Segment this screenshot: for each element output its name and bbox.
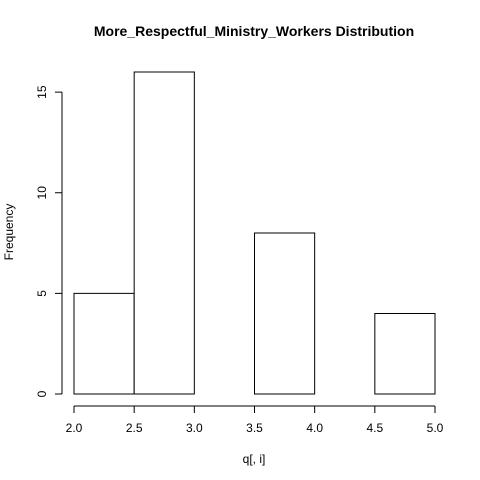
histogram-bar-3 bbox=[254, 232, 316, 395]
x-axis-label: q[, i] bbox=[243, 452, 266, 466]
x-tick-label: 3.0 bbox=[186, 421, 203, 435]
x-axis: 2.0 2.5 3.0 3.5 4.0 4.5 5.0 bbox=[66, 405, 444, 435]
y-axis-label: Frequency bbox=[2, 204, 16, 261]
x-tick-label: 2.5 bbox=[126, 421, 143, 435]
x-tick-label: 4.0 bbox=[306, 421, 323, 435]
bars-group bbox=[73, 71, 436, 395]
histogram-bar-0 bbox=[73, 292, 135, 395]
y-axis: 0 5 10 15 bbox=[35, 85, 63, 397]
x-tick-label: 5.0 bbox=[427, 421, 444, 435]
chart-title: More_Respectful_Ministry_Workers Distrib… bbox=[94, 23, 414, 39]
x-tick-label: 2.0 bbox=[66, 421, 83, 435]
x-tick-label: 3.5 bbox=[246, 421, 263, 435]
x-tick-label: 4.5 bbox=[366, 421, 383, 435]
y-tick-label: 10 bbox=[35, 186, 49, 200]
y-tick-label: 15 bbox=[35, 85, 49, 99]
y-tick-label: 5 bbox=[35, 290, 49, 297]
y-tick-label: 0 bbox=[35, 390, 49, 397]
histogram-bar-1 bbox=[133, 71, 195, 395]
histogram-bar-5 bbox=[374, 313, 436, 395]
